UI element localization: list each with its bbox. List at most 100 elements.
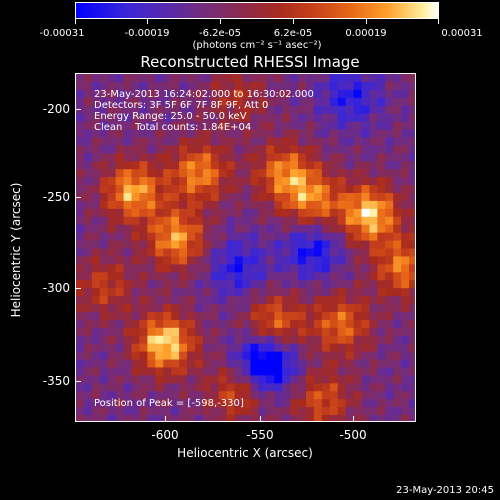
heatmap-cell (321, 296, 331, 305)
heatmap-cell (91, 399, 101, 408)
heatmap-cell (226, 74, 236, 83)
heatmap-cell (345, 113, 355, 123)
heatmap-cell (147, 113, 156, 123)
colorbar-tick-label: -0.00019 (124, 28, 170, 39)
heatmap-cell (393, 311, 402, 321)
heatmap-cell (258, 208, 267, 218)
heatmap-cell (163, 304, 172, 313)
heatmap-cell (179, 216, 188, 226)
heatmap-cell (305, 272, 315, 281)
heatmap-cell (361, 311, 371, 321)
heatmap-cell (258, 264, 267, 273)
heatmap-cell (147, 240, 156, 250)
heatmap-cell (163, 288, 172, 297)
heatmap-cell (171, 327, 180, 337)
heatmap-cell (234, 232, 244, 242)
heatmap-cell (401, 208, 410, 218)
heatmap-cell (218, 240, 228, 250)
heatmap-cell (202, 319, 212, 329)
heatmap-cell (115, 351, 125, 361)
heatmap-cell (234, 113, 244, 123)
heatmap-cell (282, 304, 291, 313)
heatmap-cell (242, 169, 252, 178)
heatmap-cell (258, 121, 267, 131)
heatmap-cell (115, 161, 125, 170)
heatmap-cell (179, 169, 188, 178)
heatmap-cell (250, 415, 259, 421)
heatmap-cell (171, 216, 180, 226)
heatmap-cell (290, 105, 299, 115)
heatmap-cell (258, 161, 267, 170)
heatmap-cell (131, 74, 141, 83)
heatmap-cell (305, 185, 315, 194)
heatmap-cell (202, 256, 212, 265)
heatmap-cell (377, 335, 386, 345)
heatmap-cell (329, 89, 339, 99)
heatmap-cell (377, 192, 386, 202)
heatmap-cell (131, 185, 141, 194)
heatmap-cell (345, 89, 355, 99)
heatmap-cell (274, 169, 283, 178)
heatmap-cell (353, 113, 363, 123)
heatmap-cell (123, 248, 133, 258)
heatmap-cell (226, 81, 236, 91)
heatmap-cell (385, 74, 394, 83)
heatmap-cell (298, 105, 307, 115)
heatmap-cell (83, 161, 93, 170)
heatmap-cell (258, 113, 267, 123)
heatmap-cell (99, 296, 109, 305)
heatmap-cell (139, 105, 148, 115)
heatmap-cell (163, 177, 172, 186)
heatmap-cell (147, 351, 156, 361)
heatmap-cell (337, 296, 347, 305)
heatmap-cell (345, 343, 355, 353)
heatmap-cell (250, 272, 259, 281)
heatmap-cell (385, 81, 394, 91)
heatmap-cell (353, 288, 363, 297)
heatmap-cell (393, 240, 402, 250)
heatmap-cell (91, 367, 101, 377)
heatmap-cell (171, 296, 180, 305)
heatmap-cell (218, 200, 228, 210)
heatmap-cell (393, 161, 402, 170)
heatmap-cell (242, 145, 252, 154)
heatmap-cell (313, 256, 323, 265)
heatmap-cell (76, 327, 85, 337)
heatmap-cell (107, 391, 117, 400)
heatmap-cell (187, 232, 196, 242)
heatmap-cell (337, 248, 347, 258)
heatmap-cell (187, 105, 196, 115)
heatmap-cell (194, 248, 204, 258)
heatmap-cell (91, 280, 101, 289)
heatmap-cell (337, 169, 347, 178)
heatmap-cell (409, 304, 415, 313)
heatmap-cell (147, 288, 156, 297)
heatmap-cell (290, 296, 299, 305)
heatmap-cell (329, 288, 339, 297)
heatmap-cell (210, 415, 220, 421)
heatmap-cell (409, 129, 415, 139)
heatmap-cell (266, 304, 275, 313)
heatmap-cell (242, 74, 252, 83)
heatmap-cell (210, 224, 220, 234)
heatmap-cell (313, 129, 323, 139)
heatmap-cell (155, 224, 164, 234)
heatmap-cell (401, 304, 410, 313)
heatmap-cell (250, 200, 259, 210)
heatmap-cell (266, 343, 275, 353)
heatmap-cell (210, 161, 220, 170)
heatmap-cell (290, 415, 299, 421)
heatmap-cell (187, 343, 196, 353)
heatmap-cell (298, 391, 307, 400)
y-tick-label: -300 (42, 281, 70, 295)
heatmap-cell (210, 343, 220, 353)
heatmap-cell (313, 208, 323, 218)
heatmap-cell (329, 208, 339, 218)
heatmap-cell (76, 383, 85, 392)
heatmap-cell (345, 224, 355, 234)
heatmap-cell (171, 319, 180, 329)
heatmap-cell (187, 145, 196, 154)
heatmap-cell (147, 208, 156, 218)
heatmap-cell (226, 375, 236, 384)
heatmap-cell (298, 383, 307, 392)
